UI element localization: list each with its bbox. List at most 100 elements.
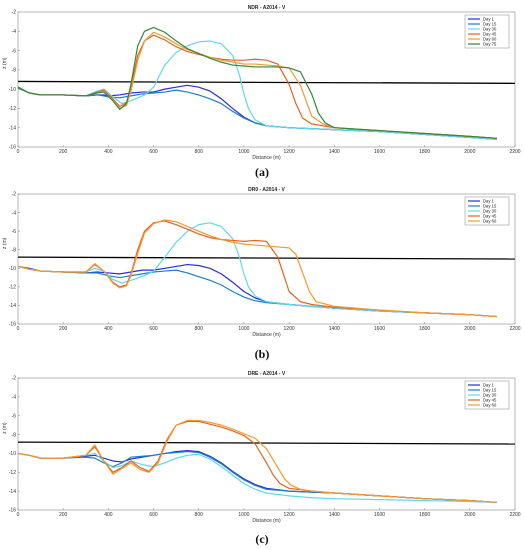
y-tick-label: -4 bbox=[12, 29, 17, 35]
x-tick-label: 200 bbox=[59, 512, 68, 518]
x-tick-label: 800 bbox=[195, 149, 204, 155]
x-tick-label: 400 bbox=[104, 149, 113, 155]
x-tick-label: 400 bbox=[104, 326, 113, 332]
series-line-day-60 bbox=[17, 419, 497, 504]
y-tick-label: -10 bbox=[9, 87, 16, 93]
x-tick-label: 1600 bbox=[374, 512, 385, 518]
y-tick-label: -6 bbox=[12, 48, 17, 54]
figure-caption: (b) bbox=[255, 347, 270, 361]
plot-area bbox=[17, 11, 516, 148]
y-tick-label: -6 bbox=[12, 413, 17, 419]
y-tick-label: -14 bbox=[9, 125, 16, 131]
y-tick-label: -16 bbox=[9, 145, 16, 151]
legend-entry: Day 60 bbox=[483, 219, 497, 224]
y-axis-label: z (m) bbox=[2, 57, 8, 69]
figure-caption: (c) bbox=[255, 532, 268, 546]
y-tick-label: -16 bbox=[9, 322, 16, 328]
chart-title: DR0 - A2014 - V bbox=[248, 187, 285, 193]
series-line-day-15 bbox=[17, 450, 497, 504]
x-tick-label: 1000 bbox=[238, 326, 249, 332]
reference-level-line bbox=[17, 80, 516, 85]
x-axis-label: Distance (m) bbox=[252, 155, 281, 161]
y-tick-label: -6 bbox=[12, 229, 17, 235]
legend-entry: Day 15 bbox=[483, 22, 497, 27]
x-axis-label: Distance (m) bbox=[252, 332, 281, 338]
series-line-day-30 bbox=[17, 452, 497, 504]
x-tick-label: 800 bbox=[195, 512, 204, 518]
x-tick-label: 1800 bbox=[419, 149, 430, 155]
y-tick-label: -2 bbox=[12, 10, 17, 16]
y-tick-label: -2 bbox=[12, 376, 17, 382]
legend-entry: Day 75 bbox=[483, 42, 497, 47]
x-tick-label: 1600 bbox=[374, 149, 385, 155]
chart-panel-2: DR0 - A2014 - V 0 200 400 600 800 1000 1200 1400… bbox=[2, 187, 521, 361]
legend-entry: Day 45 bbox=[483, 32, 497, 37]
y-tick-label: -10 bbox=[9, 266, 16, 272]
x-tick-label: 2000 bbox=[464, 149, 475, 155]
x-tick-label: 1400 bbox=[329, 326, 340, 332]
legend-entry: Day 45 bbox=[483, 398, 497, 403]
x-tick-label: 2000 bbox=[464, 326, 475, 332]
x-tick-label: 600 bbox=[149, 149, 158, 155]
y-tick-label: -16 bbox=[9, 508, 16, 514]
x-tick-label: 200 bbox=[59, 149, 68, 155]
legend-entry: Day 1 bbox=[483, 383, 495, 388]
legend-entry: Day 1 bbox=[483, 17, 495, 22]
y-tick-label: -12 bbox=[9, 470, 16, 476]
chart-panel-1: NDR - A2014 - V 0 200 400 600 800 1000 1200 1400… bbox=[2, 5, 521, 179]
y-axis-label: z (m) bbox=[2, 237, 8, 249]
series-line-day-1 bbox=[17, 450, 497, 504]
legend-entry: Day 45 bbox=[483, 214, 497, 219]
x-tick-label: 1200 bbox=[284, 326, 295, 332]
x-tick-label: 2000 bbox=[464, 512, 475, 518]
figure-caption: (a) bbox=[255, 165, 269, 179]
series-line-day-75 bbox=[17, 26, 497, 139]
y-tick-label: -8 bbox=[12, 68, 17, 74]
y-tick-label: -8 bbox=[12, 432, 17, 438]
chart-panel-3: DRE - A2014 - V 0 200 400 600 800 1000 1200 1400… bbox=[2, 371, 521, 546]
x-tick-label: 600 bbox=[149, 326, 158, 332]
reference-level-line bbox=[17, 441, 516, 445]
series-line-day-30 bbox=[17, 222, 497, 318]
y-tick-label: -14 bbox=[9, 303, 16, 309]
series-line-day-45 bbox=[17, 34, 497, 139]
series-line-day-60 bbox=[17, 31, 497, 139]
x-tick-label: 1400 bbox=[329, 512, 340, 518]
y-tick-label: -14 bbox=[9, 489, 16, 495]
series-line-day-1 bbox=[17, 84, 497, 140]
y-tick-label: -10 bbox=[9, 451, 16, 457]
series-line-day-15 bbox=[17, 87, 497, 140]
legend-entry: Day 30 bbox=[483, 393, 497, 398]
y-axis-label: z (m) bbox=[2, 422, 8, 434]
legend-entry: Day 30 bbox=[483, 27, 497, 32]
x-tick-label: 2200 bbox=[509, 512, 520, 518]
x-tick-label: 0 bbox=[17, 512, 20, 518]
x-tick-label: 200 bbox=[59, 326, 68, 332]
x-tick-label: 1800 bbox=[419, 326, 430, 332]
y-tick-label: -8 bbox=[12, 247, 17, 253]
x-tick-label: 1000 bbox=[238, 512, 249, 518]
chart-title: DRE - A2014 - V bbox=[248, 371, 286, 377]
x-tick-label: 800 bbox=[195, 326, 204, 332]
legend-entry: Day 15 bbox=[483, 388, 497, 393]
x-tick-label: 1000 bbox=[238, 149, 249, 155]
x-tick-label: 2200 bbox=[509, 326, 520, 332]
y-tick-label: -4 bbox=[12, 210, 17, 216]
x-tick-label: 2200 bbox=[509, 149, 520, 155]
x-tick-label: 1200 bbox=[284, 149, 295, 155]
legend-box bbox=[464, 14, 510, 49]
chart-title: NDR - A2014 - V bbox=[248, 5, 286, 11]
series-line-day-30 bbox=[17, 40, 497, 140]
y-tick-label: -12 bbox=[9, 106, 16, 112]
x-tick-label: 400 bbox=[104, 512, 113, 518]
x-tick-label: 1600 bbox=[374, 326, 385, 332]
legend-entry: Day 60 bbox=[483, 37, 497, 42]
series-line-day-15 bbox=[17, 265, 497, 318]
y-tick-label: -12 bbox=[9, 285, 16, 291]
legend-entry: Day 1 bbox=[483, 199, 495, 204]
x-tick-label: 1200 bbox=[284, 512, 295, 518]
x-tick-label: 0 bbox=[17, 326, 20, 332]
y-tick-label: -4 bbox=[12, 395, 17, 401]
